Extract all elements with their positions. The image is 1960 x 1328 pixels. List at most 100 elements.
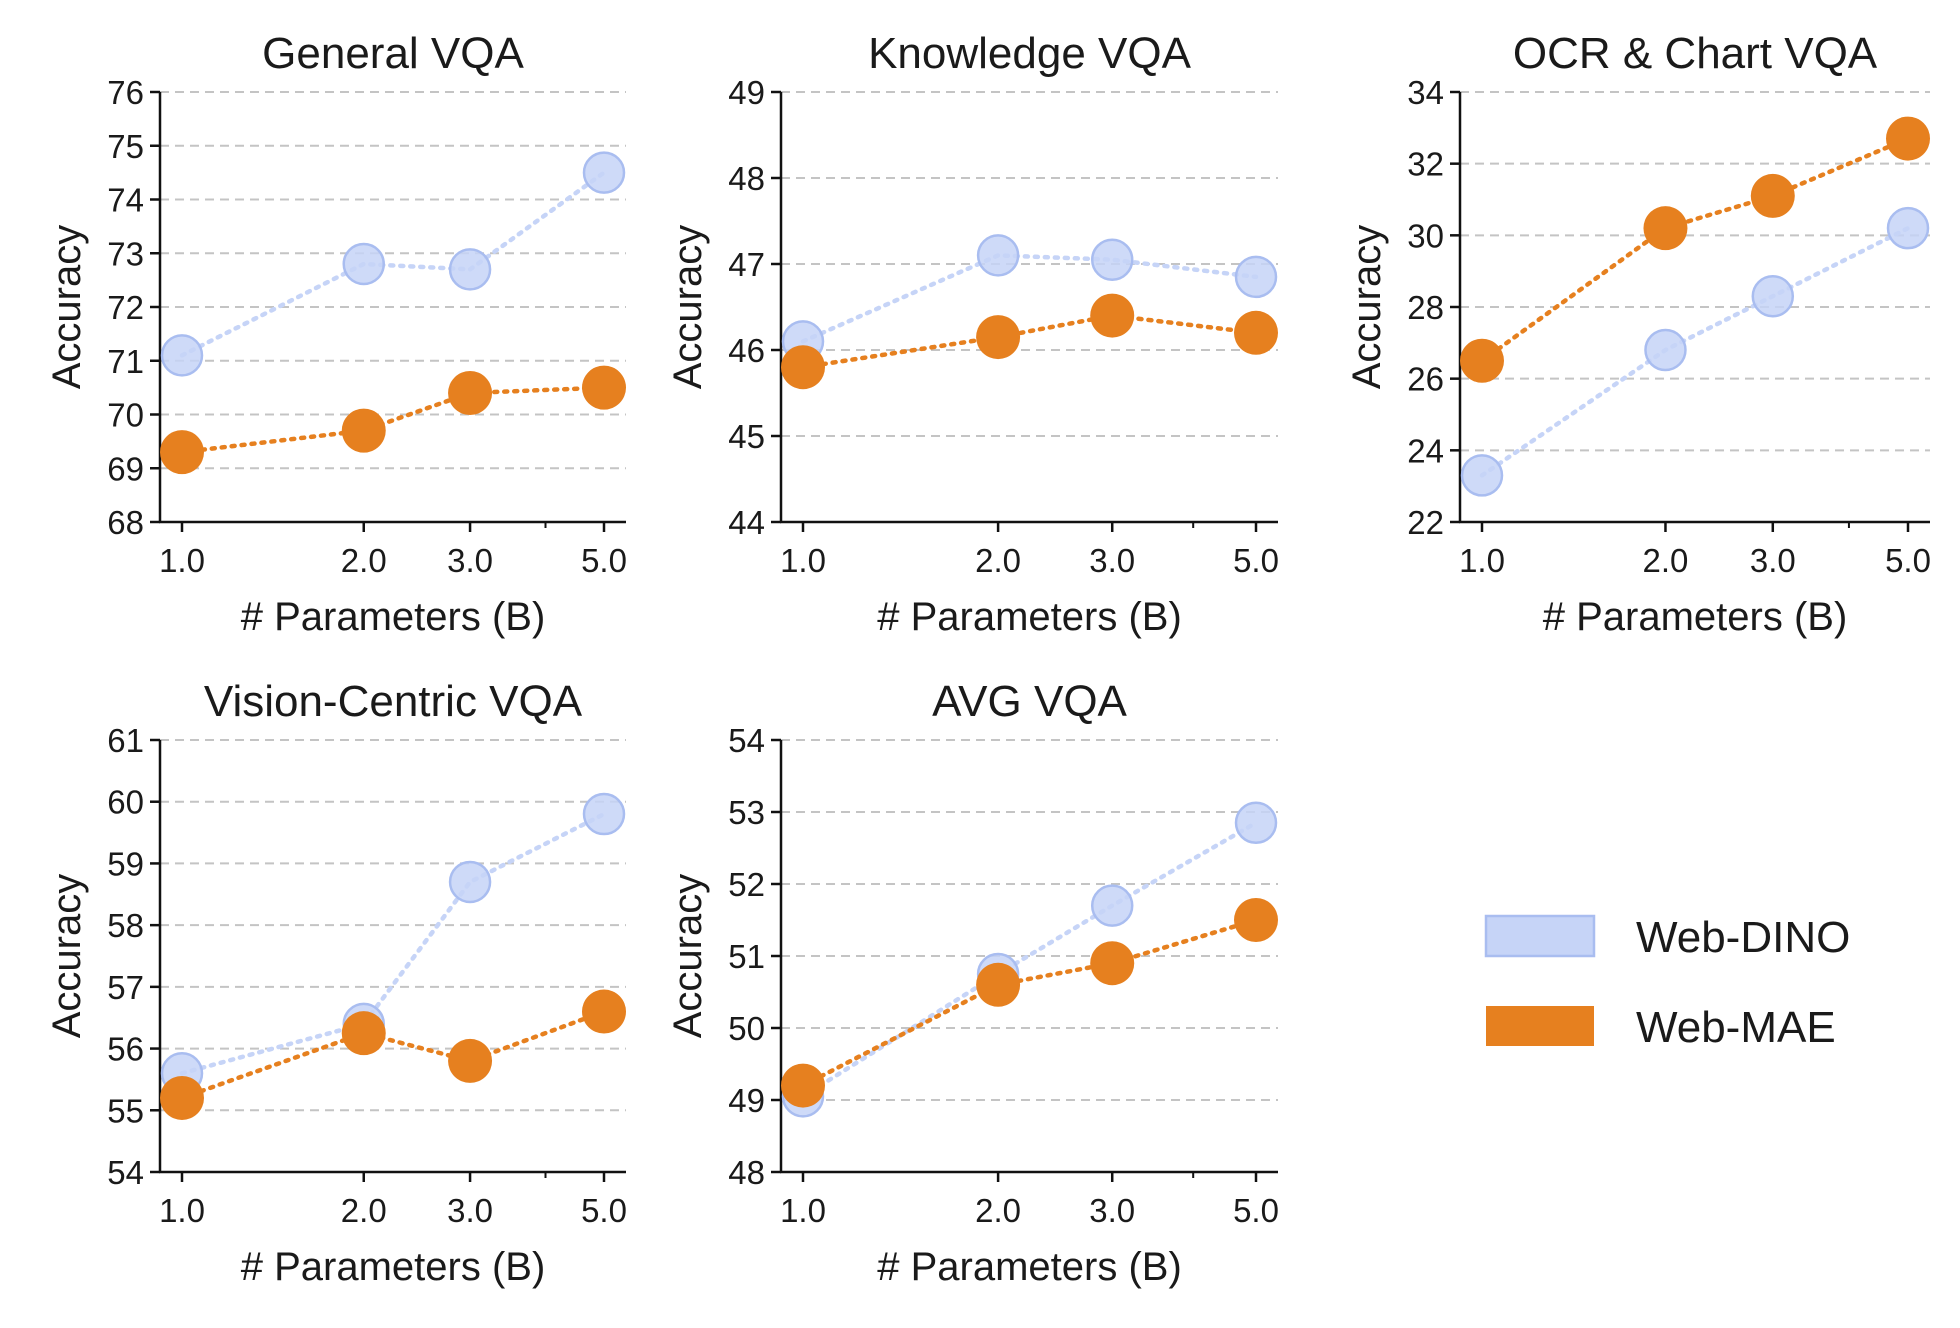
y-tick-label: 28 [1407,289,1444,326]
x-axis-label: # Parameters (B) [241,595,546,639]
chart-title: Knowledge VQA [868,29,1192,78]
data-point [1090,238,1134,281]
data-point [448,1038,493,1083]
y-tick-label: 44 [728,504,765,541]
series-line [800,917,1259,1088]
series-line [800,313,1259,370]
y-tick-label: 34 [1407,74,1444,111]
y-tick-label: 69 [107,450,144,487]
series-web-mae [1460,116,1930,383]
y-axis-label: Accuracy [45,225,89,390]
series-line [179,1009,607,1101]
data-point [341,408,386,453]
y-tick-label: 59 [107,845,144,882]
chart-title: General VQA [262,29,524,78]
x-tick-label: 2.0 [341,542,387,579]
x-tick-label: 1.0 [159,1192,205,1229]
data-point [1750,173,1795,218]
data-point [976,234,1020,277]
x-tick-label: 5.0 [1233,542,1279,579]
data-point [1234,898,1278,942]
series-web-mae [160,989,626,1120]
data-point [1090,293,1135,338]
x-tick-label: 3.0 [1750,542,1796,579]
x-tick-label: 5.0 [581,1192,627,1229]
series-line [800,820,1259,1099]
y-tick-label: 54 [728,722,765,759]
x-axis-label: # Parameters (B) [877,1245,1182,1289]
series-line [800,253,1259,344]
y-tick-label: 32 [1407,146,1444,183]
y-tick-label: 48 [728,160,765,197]
series-line [179,170,607,358]
data-point [448,248,492,291]
y-tick-label: 57 [107,969,144,1006]
x-tick-label: 2.0 [975,542,1021,579]
y-tick-label: 58 [107,907,144,944]
y-tick-label: 74 [107,182,144,219]
y-axis-label: Accuracy [666,225,710,390]
data-point [1090,941,1135,986]
x-tick-label: 1.0 [780,1192,826,1229]
x-tick-label: 1.0 [159,542,205,579]
data-point [160,334,204,377]
data-point [781,345,825,390]
series-web-dino [160,151,626,377]
y-tick-label: 75 [107,128,144,165]
data-point [448,860,492,904]
x-tick-label: 5.0 [581,542,627,579]
series-line [1479,136,1911,363]
y-tick-label: 47 [728,246,765,283]
data-point [582,365,626,410]
chart-title: OCR & Chart VQA [1513,29,1878,78]
data-point [976,315,1021,360]
x-tick-label: 2.0 [341,1192,387,1229]
y-tick-label: 49 [728,1082,765,1119]
y-tick-label: 46 [728,332,765,369]
data-point [448,371,493,415]
y-tick-label: 54 [107,1154,144,1191]
y-axis-label: Accuracy [1345,225,1389,390]
data-point [781,1063,825,1108]
legend-item-web-dino: Web-DINO [1484,913,1850,962]
series-line [1479,225,1911,478]
x-tick-label: 3.0 [1089,542,1135,579]
y-tick-label: 48 [728,1154,765,1191]
y-tick-label: 76 [107,74,144,111]
series-web-dino [781,801,1278,1118]
legend-swatch [1484,914,1596,958]
data-point [1234,310,1278,355]
data-point [1234,255,1278,299]
y-tick-label: 55 [107,1092,144,1129]
series-web-mae [781,898,1278,1108]
panel-knowledge-vqa: 44 45 46 47 48 49 1.0 2.0 3.0 5.0 Knowledge VQA # P… [666,29,1279,639]
x-tick-label: 2.0 [975,1192,1021,1229]
data-point [1886,206,1930,250]
series-web-dino [781,234,1278,363]
y-tick-label: 30 [1407,217,1444,254]
y-tick-label: 22 [1407,504,1444,541]
panel-avg-vqa: 48 49 50 51 52 53 54 1.0 2.0 3.0 5.0 AVG VQA # Param… [666,677,1279,1289]
data-point [1460,454,1504,497]
y-tick-label: 72 [107,289,144,326]
x-tick-label: 1.0 [780,542,826,579]
x-axis-label: # Parameters (B) [1543,595,1848,639]
y-tick-label: 68 [107,504,144,541]
legend-label: Web-DINO [1636,913,1850,962]
data-point [582,151,626,194]
data-point [582,989,626,1034]
chart-title: Vision-Centric VQA [204,677,583,726]
y-tick-label: 61 [107,722,144,759]
x-tick-label: 5.0 [1885,542,1931,579]
data-point [1090,884,1134,927]
x-tick-label: 3.0 [447,1192,493,1229]
panel-ocr-chart-vqa: 22 24 26 28 30 32 34 1.0 2.0 3.0 5.0 OCR & Chart VQ… [1345,29,1931,639]
y-tick-label: 24 [1407,432,1444,469]
data-point [341,1011,386,1056]
y-tick-label: 49 [728,74,765,111]
data-point [160,1075,204,1120]
y-tick-label: 26 [1407,361,1444,398]
legend-item-web-mae: Web-MAE [1486,1003,1836,1052]
data-point [976,962,1021,1007]
